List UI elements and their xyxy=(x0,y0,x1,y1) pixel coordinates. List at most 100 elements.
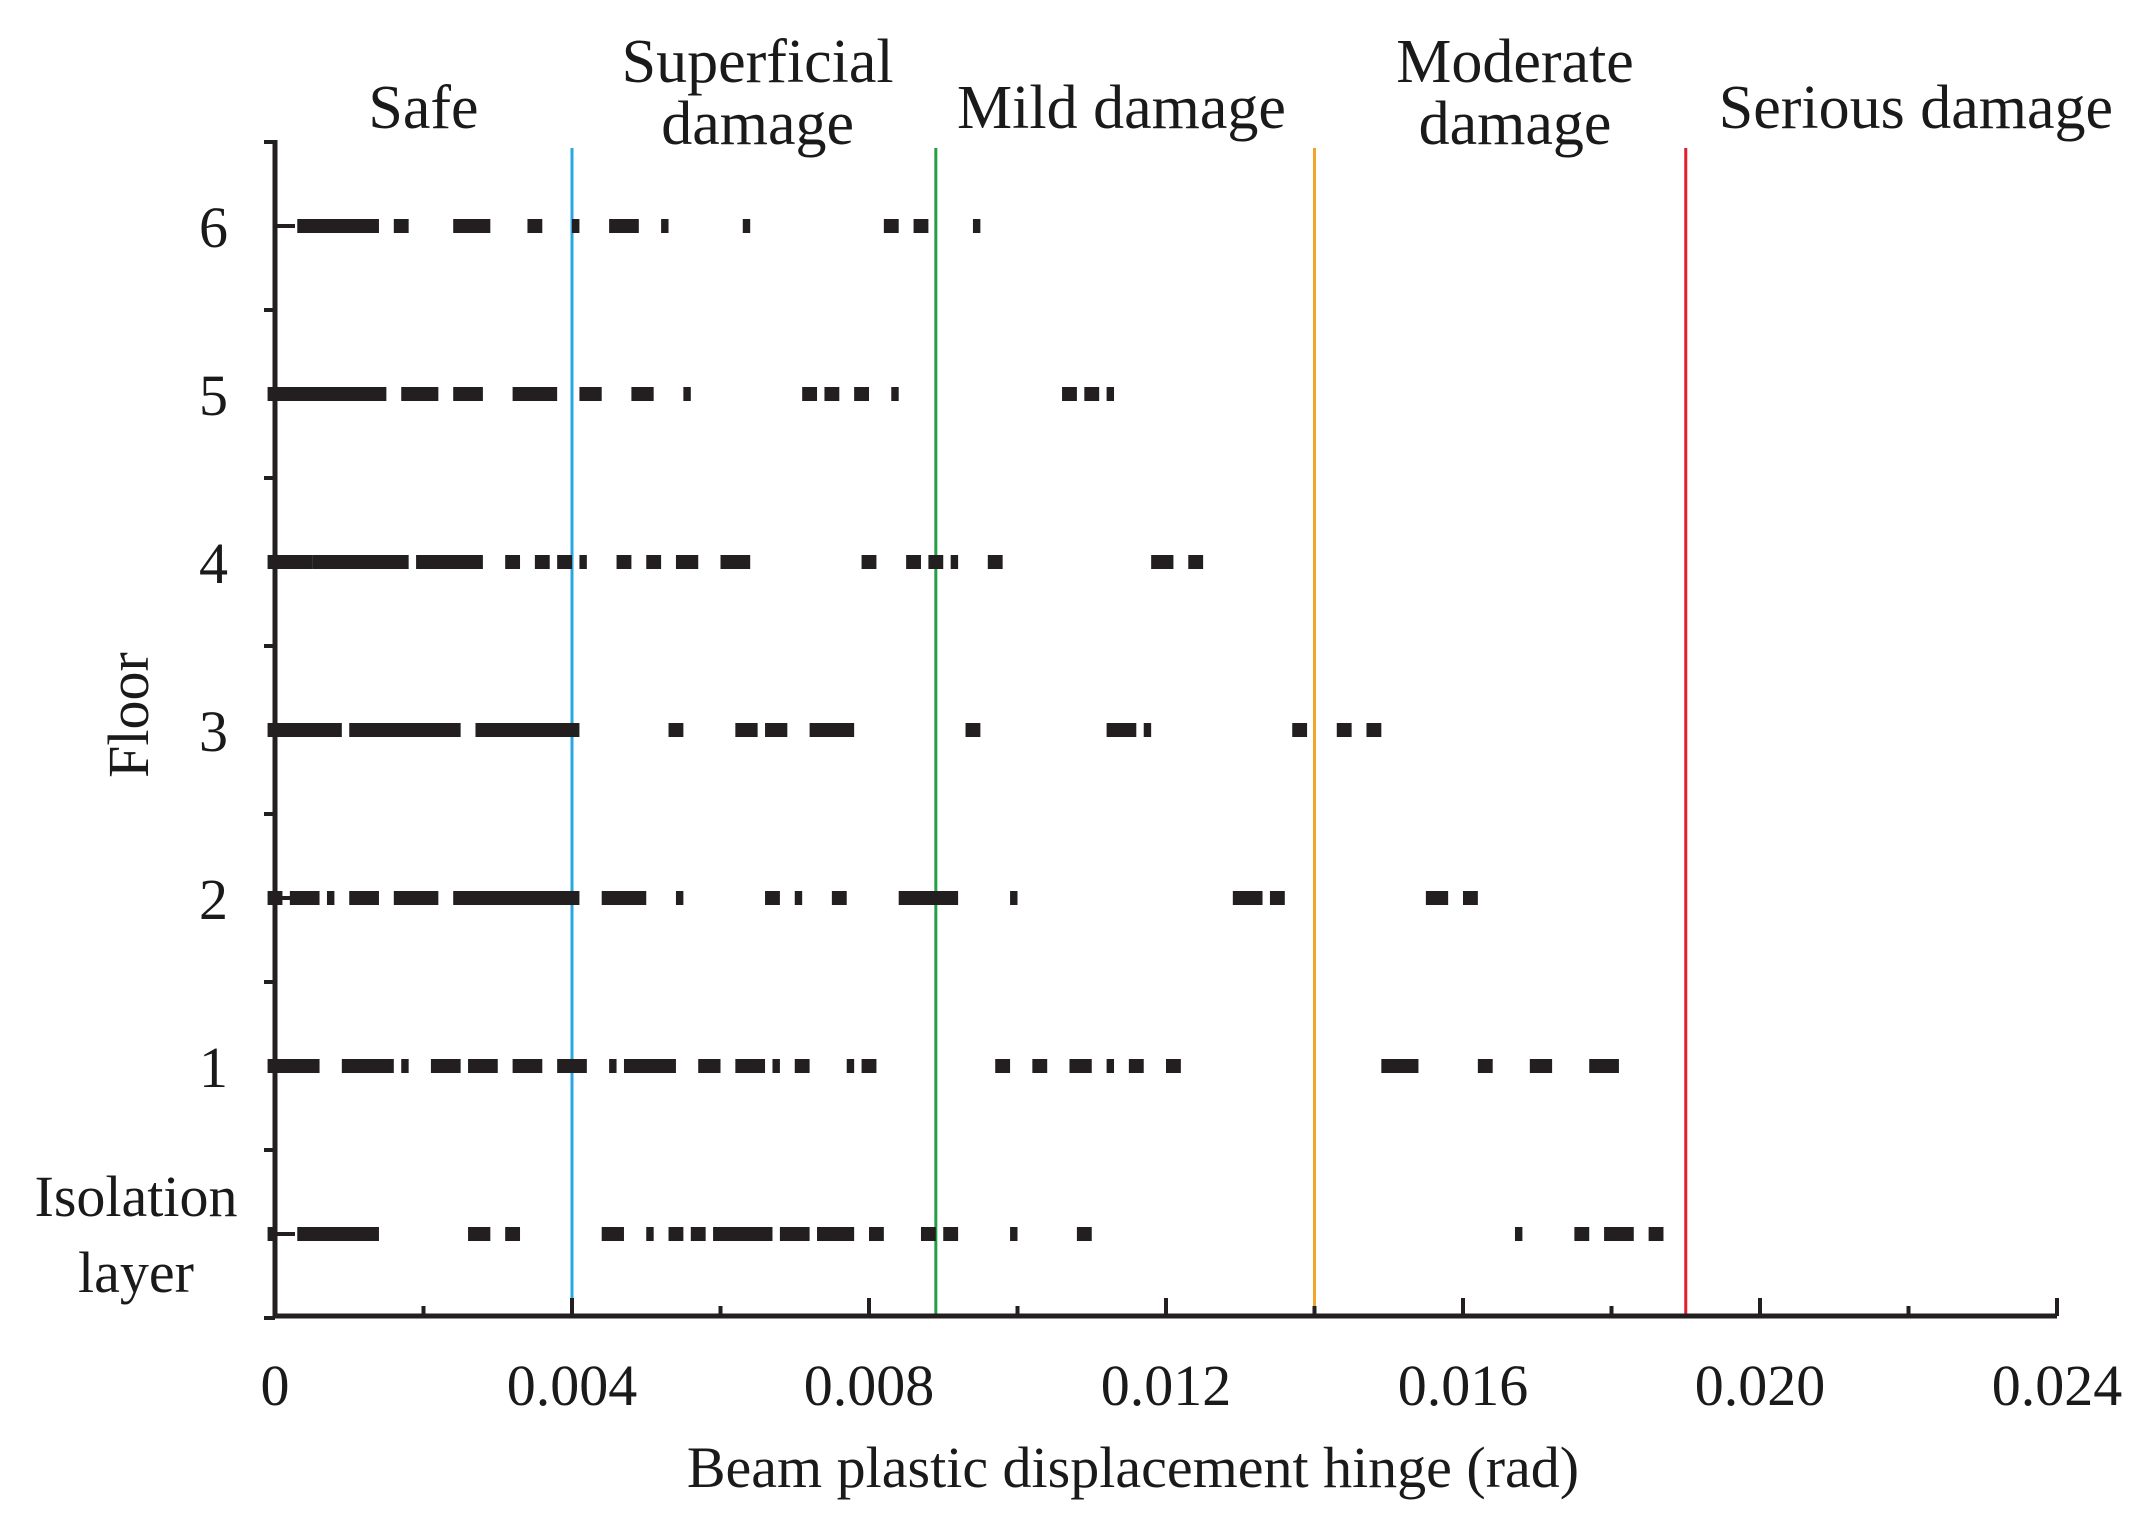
mark-floor-5-8 xyxy=(802,387,818,401)
mark-floor-6-2 xyxy=(393,219,409,233)
mark-floor-isolation-layer-10 xyxy=(779,1227,810,1241)
mark-floor-1-5 xyxy=(468,1059,498,1073)
mark-floor-isolation-layer-14 xyxy=(943,1227,959,1241)
mark-floor-2-9 xyxy=(765,891,780,905)
zone-label-5: Serious damage xyxy=(1719,74,2113,142)
mark-floor-3-4 xyxy=(668,723,684,737)
mark-floor-isolation-layer-11 xyxy=(817,1227,855,1241)
mark-floor-1-10 xyxy=(698,1059,721,1073)
mark-floor-4-11 xyxy=(720,555,751,569)
mark-floor-1-17 xyxy=(1032,1059,1048,1073)
mark-floor-4-10 xyxy=(675,555,699,569)
mark-floor-isolation-layer-18 xyxy=(1574,1227,1590,1241)
mark-floor-3-7 xyxy=(809,723,855,737)
mark-floor-2-7 xyxy=(601,891,647,905)
mark-floor-6-4 xyxy=(527,219,543,233)
y-tick-label-1-line-1: Isolation xyxy=(35,1164,238,1229)
mark-floor-4-8 xyxy=(616,555,632,569)
mark-floor-isolation-layer-2 xyxy=(297,1227,379,1241)
mark-floor-3-1 xyxy=(267,723,342,737)
mark-floor-3-6 xyxy=(765,723,788,737)
mark-floor-isolation-layer-5 xyxy=(601,1227,624,1241)
mark-floor-5-12 xyxy=(1062,387,1077,401)
mark-floor-6-11 xyxy=(972,219,981,233)
x-tick-label-5: 0.016 xyxy=(1398,1353,1529,1418)
mark-floor-1-25 xyxy=(1589,1059,1619,1073)
mark-floor-2-15 xyxy=(1269,891,1285,905)
mark-floor-2-8 xyxy=(675,891,684,905)
mark-floor-1-4 xyxy=(430,1059,461,1073)
mark-floor-1-7 xyxy=(557,1059,587,1073)
mark-floor-4-6 xyxy=(557,555,572,569)
mark-floor-4-12 xyxy=(861,555,877,569)
x-tick-label-1: 0 xyxy=(261,1353,290,1418)
mark-floor-4-18 xyxy=(1188,555,1204,569)
mark-floor-isolation-layer-13 xyxy=(920,1227,936,1241)
mark-floor-2-11 xyxy=(831,891,847,905)
zone-label-2-line-1: Superficial xyxy=(622,28,894,96)
mark-floor-1-19 xyxy=(1106,1059,1115,1073)
mark-floor-2-2 xyxy=(289,891,320,905)
mark-floor-5-1 xyxy=(267,387,387,401)
y-tick-label-5: 4 xyxy=(199,531,228,596)
mark-floor-4-16 xyxy=(987,555,1003,569)
mark-floor-1-22 xyxy=(1381,1059,1419,1073)
mark-floor-5-4 xyxy=(512,387,558,401)
mark-floor-1-18 xyxy=(1069,1059,1092,1073)
mark-floor-3-2 xyxy=(349,723,461,737)
mark-floor-1-8 xyxy=(609,1059,617,1073)
axis-tick-labels: 0 0.004 0.008 0.012 0.016 0.020 0.024 Isolation… xyxy=(35,195,2123,1418)
mark-floor-2-12 xyxy=(898,891,959,905)
mark-floor-6-9 xyxy=(883,219,899,233)
mark-floor-1-21 xyxy=(1166,1059,1181,1073)
mark-floor-1-13 xyxy=(794,1059,810,1073)
mark-floor-6-6 xyxy=(609,219,639,233)
mark-floor-isolation-layer-9 xyxy=(713,1227,773,1241)
mark-floor-2-10 xyxy=(794,891,803,905)
mark-floor-isolation-layer-20 xyxy=(1648,1227,1664,1241)
mark-floor-4-13 xyxy=(906,555,921,569)
mark-floor-6-1 xyxy=(297,219,379,233)
mark-floor-5-7 xyxy=(683,387,691,401)
y-tick-label-2: 1 xyxy=(199,1035,228,1100)
mark-floor-3-10 xyxy=(1143,723,1152,737)
mark-floor-isolation-layer-17 xyxy=(1514,1227,1523,1241)
mark-floor-1-16 xyxy=(995,1059,1011,1073)
mark-floor-isolation-layer-16 xyxy=(1076,1227,1092,1241)
x-axis-title: Beam plastic displacement hinge (rad) xyxy=(687,1435,1579,1500)
mark-floor-5-11 xyxy=(891,387,899,401)
mark-floor-2-6 xyxy=(453,891,580,905)
mark-floor-5-14 xyxy=(1106,387,1115,401)
zone-label-2-line-2: damage xyxy=(661,90,854,158)
mark-floor-isolation-layer-3 xyxy=(468,1227,491,1241)
mark-floor-isolation-layer-7 xyxy=(668,1227,684,1241)
mark-floor-6-10 xyxy=(913,219,929,233)
mark-floor-isolation-layer-8 xyxy=(690,1227,706,1241)
mark-floor-1-12 xyxy=(772,1059,780,1073)
mark-floor-1-3 xyxy=(401,1059,409,1073)
mark-floor-1-11 xyxy=(735,1059,766,1073)
x-tick-label-3: 0.008 xyxy=(804,1353,935,1418)
zone-label-4-line-2: damage xyxy=(1419,90,1612,158)
x-tick-label-4: 0.012 xyxy=(1101,1353,1232,1418)
mark-floor-isolation-layer-12 xyxy=(869,1227,884,1241)
y-tick-label-6: 5 xyxy=(199,363,228,428)
mark-floor-4-2 xyxy=(312,555,409,569)
mark-floor-1-23 xyxy=(1477,1059,1493,1073)
mark-floor-5-3 xyxy=(453,387,483,401)
mark-floor-isolation-layer-19 xyxy=(1604,1227,1634,1241)
mark-floor-isolation-layer-15 xyxy=(1010,1227,1018,1241)
mark-floor-6-3 xyxy=(453,219,491,233)
mark-floor-3-5 xyxy=(735,723,758,737)
mark-floor-3-13 xyxy=(1366,723,1382,737)
zone-label-3: Mild damage xyxy=(957,74,1286,142)
mark-floor-5-13 xyxy=(1084,387,1100,401)
mark-floor-3-12 xyxy=(1336,723,1352,737)
mark-floor-isolation-layer-1 xyxy=(267,1227,275,1241)
mark-floor-5-2 xyxy=(401,387,439,401)
mark-floor-6-8 xyxy=(742,219,751,233)
y-tick-label-7: 6 xyxy=(199,195,228,260)
mark-floor-5-9 xyxy=(824,387,840,401)
